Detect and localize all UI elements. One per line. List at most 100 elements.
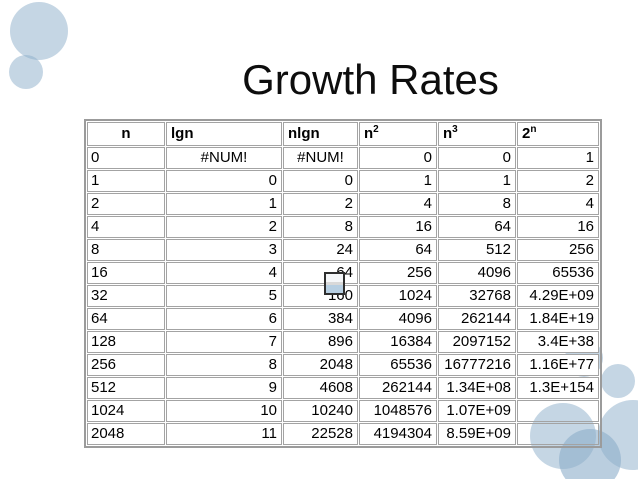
table-cell: 4194304 bbox=[359, 423, 437, 445]
table-cell: 8 bbox=[283, 216, 358, 238]
table-cell: 262144 bbox=[438, 308, 516, 330]
table-cell: 16384 bbox=[359, 331, 437, 353]
table-cell: 4.29E+09 bbox=[517, 285, 599, 307]
decorative-circle-bottom-right-5 bbox=[559, 429, 621, 479]
table-cell: #NUM! bbox=[166, 147, 282, 169]
table-cell: 65536 bbox=[517, 262, 599, 284]
table-cell: 1.3E+154 bbox=[517, 377, 599, 399]
table-cell: 0 bbox=[283, 170, 358, 192]
table-cell: 16777216 bbox=[438, 354, 516, 376]
table-cell: 0 bbox=[359, 147, 437, 169]
table-cell: 5 bbox=[166, 285, 282, 307]
table-cell: 128 bbox=[87, 331, 165, 353]
decorative-circle-top-left-small bbox=[9, 55, 43, 89]
table-cell: 10240 bbox=[283, 400, 358, 422]
table-cell: 32 bbox=[87, 285, 165, 307]
table-cell: 65536 bbox=[359, 354, 437, 376]
table-row: 8 3 24 64 512 256 bbox=[87, 239, 599, 261]
column-header-lgn: lgn bbox=[166, 122, 282, 146]
table-row: 256 8 2048 65536 16777216 1.16E+77 bbox=[87, 354, 599, 376]
table-cell: 256 bbox=[517, 239, 599, 261]
column-header-n: n bbox=[87, 122, 165, 146]
column-header-2n: 2n bbox=[517, 122, 599, 146]
table-cell: 2 bbox=[517, 170, 599, 192]
table-cell: 4096 bbox=[359, 308, 437, 330]
column-header-n3: n3 bbox=[438, 122, 516, 146]
table-cell: 4 bbox=[517, 193, 599, 215]
table-cell: 2 bbox=[283, 193, 358, 215]
decorative-circle-bottom-right-2 bbox=[601, 364, 635, 398]
table-row: 2048 11 22528 4194304 8.59E+09 bbox=[87, 423, 599, 445]
table-cell: 2048 bbox=[283, 354, 358, 376]
table-cell: 1.16E+77 bbox=[517, 354, 599, 376]
table-cell: 24 bbox=[283, 239, 358, 261]
table-row: 16464256409665536 bbox=[87, 262, 599, 284]
table-cell: 4 bbox=[87, 216, 165, 238]
table-cell: 64 bbox=[87, 308, 165, 330]
table-cell: 4608 bbox=[283, 377, 358, 399]
table-cell: 7 bbox=[166, 331, 282, 353]
table-cell: 32768 bbox=[438, 285, 516, 307]
table-row: 512 9 4608 262144 1.34E+08 1.3E+154 bbox=[87, 377, 599, 399]
table-cell: 0 bbox=[87, 147, 165, 169]
table-cell: 384 bbox=[283, 308, 358, 330]
table-row: 4 2 8 16 64 16 bbox=[87, 216, 599, 238]
table-row: 128 7 896 16384 2097152 3.4E+38 bbox=[87, 331, 599, 353]
table-cell bbox=[517, 400, 599, 422]
table-cell: 16 bbox=[87, 262, 165, 284]
table-cell: 8 bbox=[438, 193, 516, 215]
table-cell: 1 bbox=[438, 170, 516, 192]
table-row: 0 #NUM! #NUM! 0 0 1 bbox=[87, 147, 599, 169]
table-cell bbox=[517, 423, 599, 445]
table-cell: 0 bbox=[438, 147, 516, 169]
table-cell: 2 bbox=[166, 216, 282, 238]
table-cell: 22528 bbox=[283, 423, 358, 445]
table-cell: 16 bbox=[517, 216, 599, 238]
growth-rates-table: n lgn nlgn n2 n3 2n 0 #NUM! #NUM! 0 0 1 1 0 0 1 1 2 2 1 2 4 8… bbox=[84, 119, 602, 448]
column-header-n2: n2 bbox=[359, 122, 437, 146]
table-cell: 256 bbox=[359, 262, 437, 284]
table-cell: 160 bbox=[283, 285, 358, 307]
table-cell: 256 bbox=[87, 354, 165, 376]
table-cell: 4 bbox=[359, 193, 437, 215]
table-cell: 1024 bbox=[359, 285, 437, 307]
table-cell: 3 bbox=[166, 239, 282, 261]
slide-title: Growth Rates bbox=[242, 56, 499, 103]
table-cell: 1 bbox=[166, 193, 282, 215]
table-cell: 6 bbox=[166, 308, 282, 330]
table-cell: 262144 bbox=[359, 377, 437, 399]
table-cell: 1 bbox=[517, 147, 599, 169]
table-cell: 4096 bbox=[438, 262, 516, 284]
table-cell: #NUM! bbox=[283, 147, 358, 169]
table-cell: 64 bbox=[438, 216, 516, 238]
table-cell: 1048576 bbox=[359, 400, 437, 422]
table-cell: 9 bbox=[166, 377, 282, 399]
table-cell: 3.4E+38 bbox=[517, 331, 599, 353]
table-cell: 512 bbox=[87, 377, 165, 399]
table-row: 1024 10 10240 1048576 1.07E+09 bbox=[87, 400, 599, 422]
table-cell: 8 bbox=[166, 354, 282, 376]
decorative-circle-top-left-large bbox=[10, 2, 68, 60]
table-cell: 1.34E+08 bbox=[438, 377, 516, 399]
table-cell: 2048 bbox=[87, 423, 165, 445]
table-cell: 896 bbox=[283, 331, 358, 353]
table-cell: 16 bbox=[359, 216, 437, 238]
table-cell: 2 bbox=[87, 193, 165, 215]
table-cell: 1024 bbox=[87, 400, 165, 422]
table-header-row: n lgn nlgn n2 n3 2n bbox=[87, 122, 599, 146]
table-row: 64 6 384 4096 262144 1.84E+19 bbox=[87, 308, 599, 330]
table-cell: 64 bbox=[359, 239, 437, 261]
table-cell: 1 bbox=[359, 170, 437, 192]
table-cell: 0 bbox=[166, 170, 282, 192]
table-cell: 8 bbox=[87, 239, 165, 261]
table-cell: 1 bbox=[87, 170, 165, 192]
table-cell: 4 bbox=[166, 262, 282, 284]
embedded-object-icon bbox=[324, 272, 345, 295]
table-cell: 1.07E+09 bbox=[438, 400, 516, 422]
column-header-nlgn: nlgn bbox=[283, 122, 358, 146]
table-cell: 2097152 bbox=[438, 331, 516, 353]
table-cell: 8.59E+09 bbox=[438, 423, 516, 445]
